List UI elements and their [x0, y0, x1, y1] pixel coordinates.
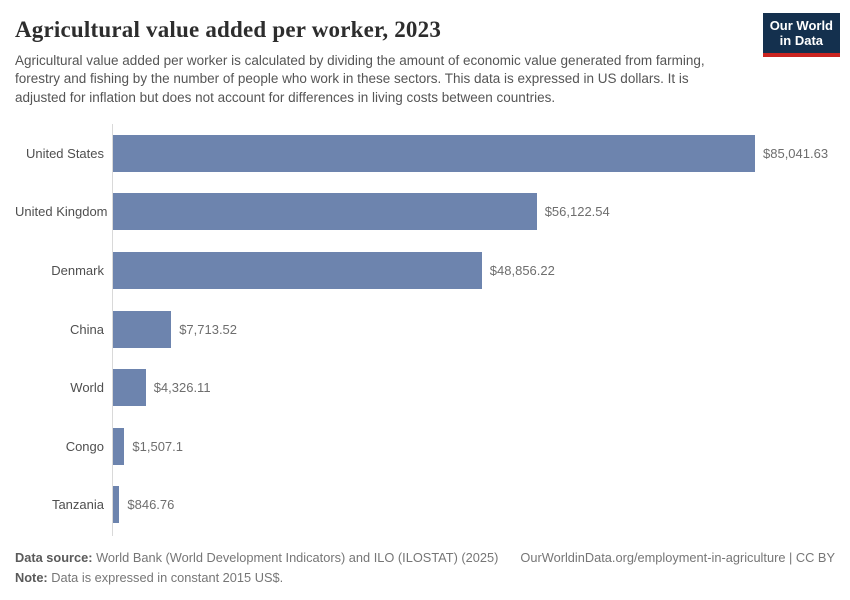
bar-area: $4,326.11	[112, 358, 835, 417]
chart-row[interactable]: Congo $1,507.1	[15, 417, 835, 476]
value-label: $7,713.52	[179, 321, 238, 337]
bar[interactable]	[113, 310, 172, 348]
bar-area: $48,856.22	[112, 241, 835, 300]
bar[interactable]	[113, 427, 125, 465]
page-title: Agricultural value added per worker, 202…	[15, 17, 442, 42]
category-label: World	[70, 380, 104, 396]
footer-note: Note: Data is expressed in constant 2015…	[15, 570, 835, 585]
category-label: United States	[25, 145, 104, 161]
bar-area: $7,713.52	[112, 300, 835, 359]
owid-url-link[interactable]: OurWorldinData.org/employment-in-agricul…	[520, 550, 835, 566]
bar-area: $846.76	[112, 476, 835, 535]
logo-line-1: Our World	[769, 18, 833, 33]
bar-rows: United States $85,041.63 United Kingdom $56…	[15, 124, 835, 534]
bar[interactable]	[113, 252, 482, 290]
data-source-label: Data source:	[15, 550, 93, 566]
data-source-text: World Bank (World Development Indicators…	[92, 550, 499, 566]
footer: Data source: World Bank (World Developme…	[15, 550, 835, 585]
value-label: $56,122.54	[544, 204, 610, 220]
category-label: Denmark	[51, 263, 104, 279]
category-label: Congo	[65, 438, 104, 454]
data-source-line: Data source: World Bank (World Developme…	[15, 550, 498, 565]
bar-area: $56,122.54	[112, 183, 835, 242]
category-label: Tanzania	[51, 497, 104, 513]
chart-row[interactable]: United States $85,041.63	[15, 124, 835, 183]
y-axis-line	[112, 124, 113, 537]
bar-chart: United States $85,041.63 United Kingdom $56…	[15, 124, 835, 537]
note-label: Note:	[15, 570, 48, 586]
bar[interactable]	[113, 369, 146, 407]
chart-subtitle: Agricultural value added per worker is c…	[15, 53, 705, 105]
value-label: $85,041.63	[763, 145, 829, 161]
logo-line-2: in Data	[779, 33, 824, 49]
bar-area: $1,507.1	[112, 417, 835, 476]
chart-row[interactable]: Tanzania $846.76	[15, 476, 835, 535]
header: Agricultural value added per worker, 202…	[15, 13, 840, 57]
bar-area: $85,041.63	[112, 124, 835, 183]
category-label: United Kingdom	[15, 204, 108, 220]
bar[interactable]	[113, 486, 120, 524]
value-label: $846.76	[127, 497, 175, 513]
value-label: $48,856.22	[489, 263, 555, 279]
chart-row[interactable]: United Kingdom $56,122.54	[15, 183, 835, 242]
bar[interactable]	[113, 193, 537, 231]
note-text: Data is expressed in constant 2015 US$.	[47, 570, 284, 586]
chart-row[interactable]: Denmark $48,856.22	[15, 241, 835, 300]
category-label: China	[70, 321, 104, 337]
owid-logo[interactable]: Our World in Data	[762, 13, 840, 57]
value-label: $4,326.11	[153, 380, 211, 396]
bar[interactable]	[113, 134, 755, 172]
chart-row[interactable]: World $4,326.11	[15, 358, 835, 417]
chart-row[interactable]: China $7,713.52	[15, 300, 835, 359]
value-label: $1,507.1	[132, 438, 183, 454]
